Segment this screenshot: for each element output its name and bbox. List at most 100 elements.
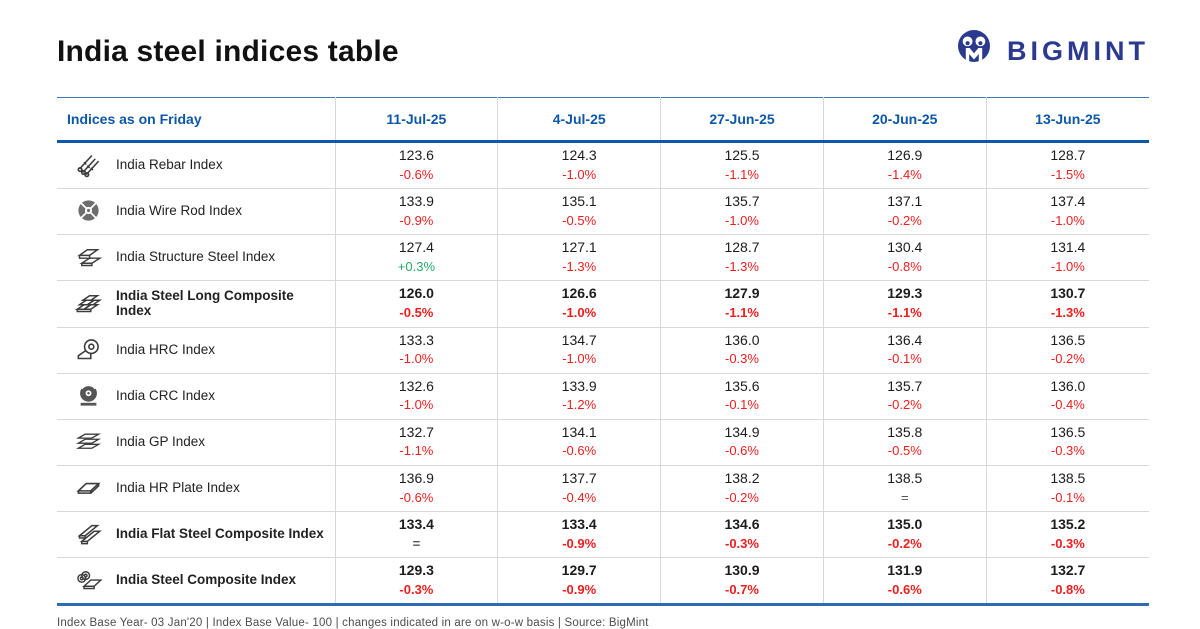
index-value-cell: 132.7 -0.8% <box>986 557 1149 607</box>
wow-change: -1.5% <box>1050 166 1085 182</box>
brand-name: BIGMINT <box>1007 36 1149 66</box>
index-value: 133.3 <box>398 331 434 348</box>
index-value: 136.5 <box>1050 423 1086 440</box>
table-footnote: Index Base Year- 03 Jan'20 | Index Base … <box>57 617 649 629</box>
wow-change: -1.0% <box>1050 258 1085 274</box>
table-row: India Steel Composite Index 129.3 -0.3% 129… <box>57 557 1149 607</box>
index-value: 129.3 <box>398 562 434 579</box>
wow-change: -0.2% <box>725 489 759 505</box>
table-row: India CRC Index 132.6 -1.0% 133.9 -1.2% 135.6… <box>57 373 1149 420</box>
wow-change: -0.5% <box>562 212 597 228</box>
table-header-row: Indices as on Friday 11-Jul-25 4-Jul-25 27… <box>57 97 1149 143</box>
index-value: 131.9 <box>887 562 923 579</box>
index-value-cell: 129.3 -1.1% <box>823 280 987 328</box>
index-value-cell: 135.6 -0.1% <box>660 373 824 420</box>
index-value-cell: 126.9 -1.4% <box>823 141 987 190</box>
index-value-cell: 133.4 = <box>335 511 499 559</box>
index-value: 136.5 <box>1050 331 1086 348</box>
table-row: India Wire Rod Index 133.9 -0.9% 135.1 -0.5%… <box>57 188 1149 236</box>
index-value: 129.7 <box>561 562 597 579</box>
index-value: 134.9 <box>724 423 760 440</box>
wow-change: -1.1% <box>399 443 434 459</box>
wow-change: -0.3% <box>1050 443 1085 459</box>
structure-steel-icon <box>73 243 103 270</box>
wow-change: -1.0% <box>562 166 597 182</box>
index-label-cell: India Wire Rod Index <box>57 188 336 236</box>
index-name: India HR Plate Index <box>116 480 240 496</box>
index-value: 135.2 <box>1050 516 1086 533</box>
wow-change: -0.1% <box>1050 489 1085 505</box>
wow-change: -0.3% <box>399 581 434 597</box>
index-value: 131.4 <box>1050 239 1086 256</box>
index-value-cell: 136.5 -0.2% <box>986 327 1149 374</box>
rebar-icon <box>73 151 103 178</box>
index-value: 133.4 <box>398 516 434 533</box>
date-column-header: 27-Jun-25 <box>660 97 824 143</box>
wow-change: -0.8% <box>887 258 922 274</box>
index-label-cell: India HRC Index <box>57 327 336 374</box>
index-value: 132.7 <box>1050 562 1086 579</box>
index-value: 126.6 <box>561 285 597 302</box>
index-value: 133.4 <box>561 516 597 533</box>
date-column-header: 13-Jun-25 <box>986 97 1149 143</box>
index-value-cell: 137.7 -0.4% <box>497 465 662 513</box>
index-label-cell: India Steel Long Composite Index <box>57 280 336 328</box>
table-row: India HRC Index 133.3 -1.0% 134.7 -1.0% 136.0… <box>57 327 1149 374</box>
wow-change: -0.3% <box>725 535 759 551</box>
table-row: India Steel Long Composite Index 126.0 -0.… <box>57 280 1149 328</box>
wow-change: -0.5% <box>399 305 434 321</box>
wow-change: -1.3% <box>562 258 597 274</box>
index-value-cell: 128.7 -1.5% <box>986 141 1149 190</box>
wow-change: -1.0% <box>562 351 597 367</box>
index-name: India HRC Index <box>116 341 216 357</box>
hr-plate-icon <box>73 474 103 501</box>
index-value-cell: 130.7 -1.3% <box>986 280 1149 328</box>
index-value: 136.0 <box>1050 377 1086 394</box>
index-value: 127.4 <box>398 239 434 256</box>
table-row: India GP Index 132.7 -1.1% 134.1 -0.6% 134.9 -… <box>57 419 1149 466</box>
index-value-cell: 127.4 +0.3% <box>335 234 499 282</box>
index-value: 134.7 <box>561 331 597 348</box>
wow-change: -0.1% <box>725 397 759 413</box>
index-value: 128.7 <box>1050 147 1086 163</box>
wow-change: -0.6% <box>399 489 434 505</box>
index-value-cell: 134.7 -1.0% <box>497 327 662 374</box>
index-value-cell: 126.0 -0.5% <box>335 280 499 328</box>
wow-change: = <box>412 535 421 551</box>
index-value: 135.1 <box>561 193 597 210</box>
flat-steel-composite-icon <box>73 520 103 547</box>
index-value: 126.9 <box>887 147 923 163</box>
wow-change: -0.9% <box>562 581 597 597</box>
wow-change: -0.4% <box>1050 397 1085 413</box>
index-label-cell: India Rebar Index <box>57 141 336 190</box>
wow-change: -1.3% <box>1050 305 1085 321</box>
index-value: 127.9 <box>724 285 760 302</box>
index-value: 137.1 <box>887 193 923 210</box>
wow-change: -1.3% <box>725 258 759 274</box>
index-value-cell: 138.5 -0.1% <box>986 465 1149 513</box>
index-name: India Rebar Index <box>116 157 223 173</box>
index-value-cell: 123.6 -0.6% <box>335 141 499 190</box>
wow-change: -0.8% <box>1050 581 1085 597</box>
index-value-cell: 132.7 -1.1% <box>335 419 499 466</box>
index-value: 137.7 <box>561 469 597 486</box>
page-header: India steel indices table BIGMINT <box>57 26 1149 77</box>
index-value-cell: 134.1 -0.6% <box>497 419 662 466</box>
wow-change: -0.5% <box>887 443 922 459</box>
index-label-cell: India Structure Steel Index <box>57 234 336 282</box>
wow-change: -0.7% <box>725 581 759 597</box>
wow-change: -0.9% <box>399 212 434 228</box>
table-row: India Structure Steel Index 127.4 +0.3% 127… <box>57 234 1149 282</box>
index-value: 125.5 <box>724 147 760 163</box>
index-value-cell: 135.1 -0.5% <box>497 188 662 236</box>
index-value-cell: 138.2 -0.2% <box>660 465 824 513</box>
index-value: 135.0 <box>887 516 923 533</box>
brand-logo: BIGMINT <box>951 26 1149 77</box>
index-name: India Steel Long Composite Index <box>116 287 294 318</box>
index-name: India Steel Composite Index <box>116 572 297 588</box>
indices-column-header: Indices as on Friday <box>57 97 336 143</box>
wow-change: -1.1% <box>725 166 759 182</box>
index-value: 126.0 <box>398 285 434 302</box>
index-name: India Flat Steel Composite Index <box>116 526 324 542</box>
